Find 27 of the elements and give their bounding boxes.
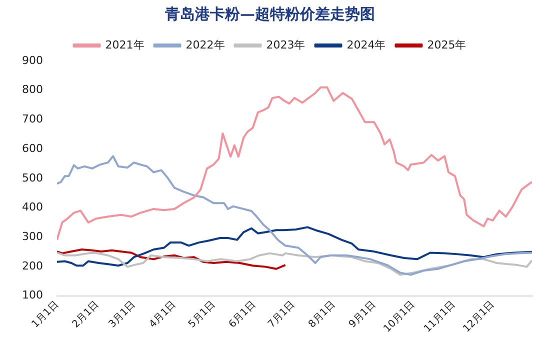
x-tick-label: 4月1日 <box>147 299 178 330</box>
legend-label: 2022年 <box>186 38 225 52</box>
y-tick-label: 300 <box>22 230 43 244</box>
y-tick-label: 100 <box>22 288 43 302</box>
x-tick-label: 2月1日 <box>70 299 102 330</box>
x-tick-label: 5月1日 <box>186 299 218 330</box>
legend-label: 2024年 <box>346 38 386 52</box>
x-tick-label: 9月1日 <box>347 299 378 330</box>
y-tick-label: 900 <box>22 54 43 67</box>
x-tick-label: 11月1日 <box>422 299 458 335</box>
x-tick-label: 7月1日 <box>266 299 298 330</box>
y-tick-label: 500 <box>22 171 43 184</box>
x-tick-label: 3月1日 <box>107 299 138 330</box>
x-tick-label: 8月1日 <box>306 299 338 330</box>
y-tick-label: 400 <box>22 200 43 214</box>
x-tick-label: 6月1日 <box>227 299 258 330</box>
x-tick-label: 1月1日 <box>30 299 61 330</box>
legend-label: 2025年 <box>427 38 466 52</box>
x-tick-label: 12月1日 <box>461 299 497 335</box>
y-tick-label: 600 <box>22 142 43 155</box>
y-tick-label: 200 <box>22 259 43 272</box>
legend-label: 2021年 <box>105 38 144 52</box>
chart-title: 青岛港卡粉—超特粉价差走势图 <box>164 4 375 23</box>
y-tick-label: 800 <box>22 83 43 96</box>
x-tick-label: 10月1日 <box>382 299 418 335</box>
legend-label: 2023年 <box>266 38 306 52</box>
y-tick-label: 700 <box>22 112 43 126</box>
